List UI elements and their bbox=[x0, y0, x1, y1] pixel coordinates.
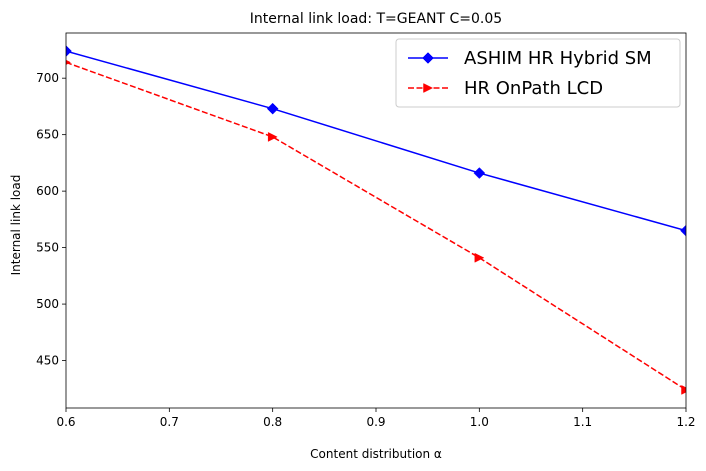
series-1-point bbox=[473, 167, 486, 179]
x-axis-label: Content distribution α bbox=[310, 447, 442, 461]
series-2-line bbox=[66, 61, 686, 391]
x-tick-label: 1.0 bbox=[470, 415, 489, 429]
legend-marker-1 bbox=[422, 52, 434, 64]
legend-marker-2 bbox=[423, 83, 434, 93]
chart-title: Internal link load: T=GEANT C=0.05 bbox=[250, 11, 502, 27]
y-tick-label: 700 bbox=[36, 71, 59, 85]
y-tick-label: 600 bbox=[36, 184, 59, 198]
legend: ASHIM HR Hybrid SM HR OnPath LCD bbox=[395, 38, 681, 108]
series-1 bbox=[66, 45, 686, 237]
axes-frame bbox=[65, 32, 687, 409]
legend-label-2: HR OnPath LCD bbox=[464, 78, 603, 99]
series-2-point bbox=[681, 385, 686, 395]
x-tick-label: 0.9 bbox=[366, 415, 385, 429]
x-tick-label: 0.8 bbox=[263, 415, 282, 429]
series-1-line bbox=[66, 50, 686, 232]
series-2-point bbox=[474, 252, 485, 263]
x-tick-label: 0.6 bbox=[56, 415, 75, 429]
y-tick-label: 500 bbox=[36, 297, 59, 311]
y-tick-label: 450 bbox=[36, 354, 59, 368]
series-2-point bbox=[66, 59, 72, 65]
legend-label-1: ASHIM HR Hybrid SM bbox=[464, 48, 652, 69]
x-tick-label: 0.7 bbox=[160, 415, 179, 429]
y-axis-label: Internal link load bbox=[9, 175, 23, 276]
y-tick-label: 650 bbox=[36, 128, 59, 142]
series-1-point bbox=[680, 224, 686, 237]
plot-area: 0.6 0.7 0.8 0.9 1.0 1.1 1.2 450 500 550 600 650 700 bbox=[36, 32, 696, 429]
series-1-point bbox=[66, 45, 72, 57]
x-tick-label: 1.1 bbox=[573, 415, 592, 429]
series-2 bbox=[66, 59, 686, 395]
y-tick-label: 550 bbox=[36, 241, 59, 255]
x-tick-label: 1.2 bbox=[676, 415, 695, 429]
series-1-point bbox=[266, 102, 279, 115]
series-2-point bbox=[267, 132, 278, 142]
legend-frame bbox=[395, 38, 681, 108]
